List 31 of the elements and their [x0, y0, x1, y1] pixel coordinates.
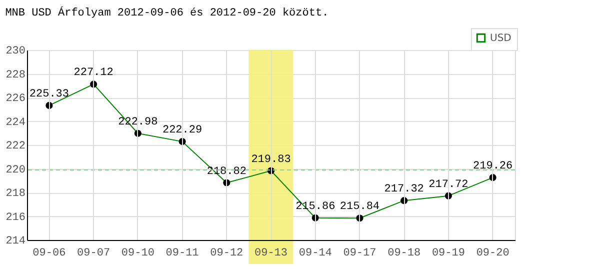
data-label: 219.83: [251, 154, 291, 166]
data-label: 225.33: [29, 88, 69, 100]
y-tick-label: 216: [6, 212, 26, 224]
x-tick-label: 09-07: [77, 248, 110, 260]
x-tick-label: 09-19: [432, 248, 465, 260]
y-tick-label: 222: [6, 140, 26, 152]
x-tick-label: 09-17: [343, 248, 376, 260]
x-tick-label: 09-06: [32, 248, 66, 260]
x-tick-label: 09-13: [254, 248, 288, 260]
y-tick-label: 220: [6, 164, 26, 176]
x-tick-label: 09-10: [121, 248, 154, 260]
y-tick-label: 226: [6, 93, 26, 105]
x-tick-label: 09-12: [210, 248, 244, 260]
y-tick-label: 214: [6, 236, 26, 248]
data-label: 222.29: [162, 124, 202, 137]
data-label: 215.84: [340, 201, 380, 214]
x-tick-label: 09-18: [388, 248, 421, 260]
chart-title: MNB USD Árfolyam 2012-09-06 és 2012-09-20 között.: [5, 6, 329, 20]
data-label: 217.32: [384, 184, 424, 196]
data-label: 217.72: [428, 178, 468, 191]
y-tick-label: 228: [6, 69, 26, 82]
x-tick-label: 09-14: [298, 248, 332, 260]
y-tick-label: 224: [6, 116, 26, 129]
x-tick-label: 09-11: [166, 248, 200, 260]
x-tick-label: 09-20: [476, 248, 510, 260]
y-tick-label: 218: [6, 188, 26, 200]
data-label: 227.12: [74, 67, 114, 80]
legend-label: USD: [490, 33, 512, 44]
data-label: 218.82: [206, 166, 246, 178]
data-label: 219.26: [473, 160, 513, 173]
y-tick-label: 230: [6, 46, 26, 58]
